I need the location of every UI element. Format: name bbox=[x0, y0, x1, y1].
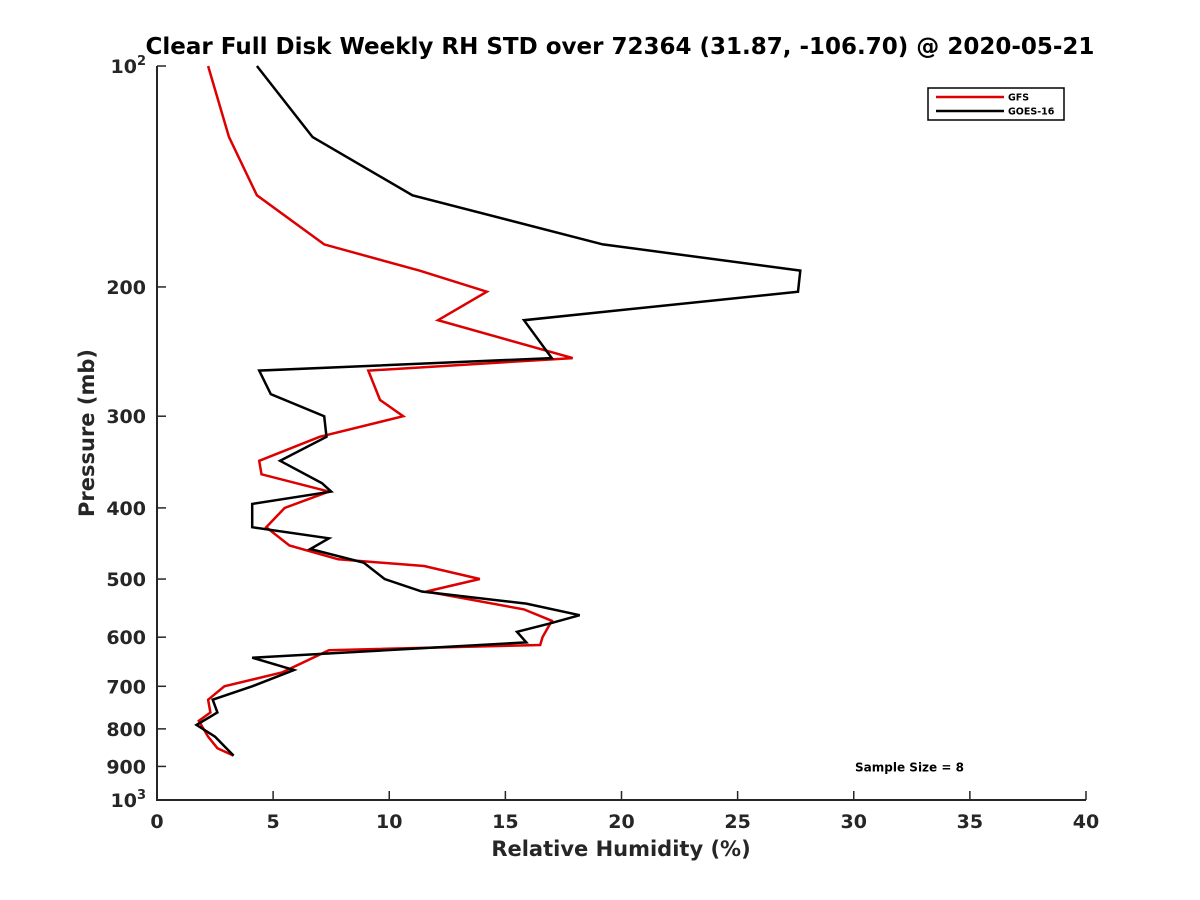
legend-label-gfs: GFS bbox=[1008, 93, 1029, 104]
series-line-gfs bbox=[197, 65, 574, 757]
y-tick-label: 300 bbox=[106, 406, 146, 428]
plot-background bbox=[157, 66, 1086, 800]
y-tick-label: 700 bbox=[106, 676, 146, 698]
y-tick-label: 900 bbox=[106, 756, 146, 778]
legend: GFS GOES-16 bbox=[927, 87, 1065, 121]
x-tick-label: 40 bbox=[1073, 811, 1099, 833]
y-tick-label: 102 bbox=[111, 54, 147, 78]
series-line-goes16 bbox=[194, 65, 802, 757]
x-tick-label: 15 bbox=[492, 811, 518, 833]
x-tick-label: 20 bbox=[608, 811, 634, 833]
x-axis-label: Relative Humidity (%) bbox=[491, 837, 750, 861]
legend-label-goes16: GOES-16 bbox=[1008, 107, 1055, 118]
legend-box bbox=[927, 87, 1065, 121]
x-tick-label: 30 bbox=[841, 811, 867, 833]
x-tick-label: 0 bbox=[150, 811, 163, 833]
x-tick-label: 5 bbox=[267, 811, 280, 833]
sample-size-annotation: Sample Size = 8 bbox=[855, 760, 964, 774]
y-axis-label: Pressure (mb) bbox=[75, 349, 99, 517]
plot-area bbox=[157, 66, 1086, 800]
y-tick-label: 600 bbox=[106, 627, 146, 649]
y-tick-label: 400 bbox=[106, 498, 146, 520]
y-tick-label: 103 bbox=[111, 788, 147, 812]
y-tick-label: 800 bbox=[106, 719, 146, 741]
y-tick-label: 200 bbox=[106, 277, 146, 299]
y-tick-label: 500 bbox=[106, 569, 146, 591]
ticks-layer: 0 5 10 15 20 25 30 35 40 102 200 300 400 500 600 700 800… bbox=[106, 54, 1099, 833]
annotation-layer: Sample Size = 8 bbox=[855, 760, 964, 774]
x-tick-label: 35 bbox=[957, 811, 983, 833]
x-tick-label: 25 bbox=[724, 811, 750, 833]
chart-title: Clear Full Disk Weekly RH STD over 72364… bbox=[146, 34, 1095, 60]
x-tick-label: 10 bbox=[376, 811, 402, 833]
series-layer bbox=[194, 65, 802, 757]
